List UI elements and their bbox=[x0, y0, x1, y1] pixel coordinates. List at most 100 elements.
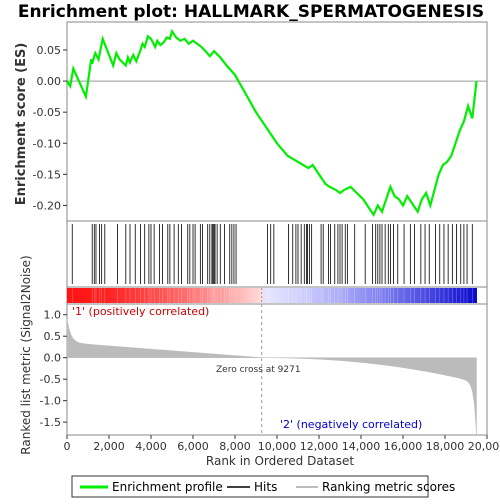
x-tick-label: 10,000 bbox=[258, 440, 297, 453]
gradient-segment bbox=[453, 288, 456, 303]
zero-cross-label: Zero cross at 9271 bbox=[216, 365, 301, 375]
gradient-segment bbox=[281, 288, 284, 303]
gradient-segment bbox=[263, 288, 266, 303]
positive-correlation-label: '1' (positively correlated) bbox=[72, 305, 209, 318]
gradient-segment bbox=[149, 288, 152, 303]
gradient-segment bbox=[73, 288, 76, 303]
x-tick-label: 12,000 bbox=[300, 440, 339, 453]
es-ylabel: Enrichment score (ES) bbox=[14, 43, 29, 206]
legend-label-ranking: Ranking metric scores bbox=[322, 480, 455, 494]
gradient-segment bbox=[386, 288, 389, 303]
gradient-segment bbox=[164, 288, 167, 303]
gradient-segment bbox=[196, 288, 199, 303]
correlation-gradient-bar bbox=[67, 288, 477, 303]
gradient-segment bbox=[76, 288, 79, 303]
gradient-segment bbox=[354, 288, 357, 303]
gradient-segment bbox=[278, 288, 281, 303]
gradient-segment bbox=[365, 288, 368, 303]
rank-ytick-label: 0.5 bbox=[44, 330, 62, 343]
x-tick-label: 6,000 bbox=[177, 440, 209, 453]
gradient-segment bbox=[105, 288, 108, 303]
rank-ytick-label: -1.0 bbox=[40, 395, 61, 408]
gradient-segment bbox=[123, 288, 126, 303]
gradient-segment bbox=[245, 288, 248, 303]
gradient-segment bbox=[400, 288, 403, 303]
gradient-segment bbox=[202, 288, 205, 303]
gradient-segment bbox=[96, 288, 99, 303]
gradient-segment bbox=[447, 288, 450, 303]
gradient-segment bbox=[371, 288, 374, 303]
gradient-segment bbox=[468, 288, 471, 303]
rank-ytick-label: 0.0 bbox=[44, 352, 62, 365]
es-ytick-label: -0.05 bbox=[33, 106, 61, 119]
rank-ylabel: Ranked list metric (Signal2Noise) bbox=[19, 255, 33, 454]
gradient-segment bbox=[406, 288, 409, 303]
gradient-segment bbox=[444, 288, 447, 303]
gradient-segment bbox=[67, 288, 70, 303]
gradient-segment bbox=[131, 288, 134, 303]
gradient-segment bbox=[79, 288, 82, 303]
gradient-segment bbox=[166, 288, 169, 303]
gradient-segment bbox=[70, 288, 73, 303]
gradient-segment bbox=[111, 288, 114, 303]
gradient-segment bbox=[360, 288, 363, 303]
rank-ytick-label: -1.5 bbox=[40, 416, 61, 429]
gradient-segment bbox=[254, 288, 257, 303]
gradient-segment bbox=[240, 288, 243, 303]
es-ytick-label: -0.10 bbox=[33, 137, 61, 150]
gradient-segment bbox=[383, 288, 386, 303]
es-ytick-label: 0.05 bbox=[37, 44, 62, 57]
gradient-segment bbox=[313, 288, 316, 303]
gradient-segment bbox=[324, 288, 327, 303]
gradient-segment bbox=[216, 288, 219, 303]
gradient-segment bbox=[415, 288, 418, 303]
gradient-segment bbox=[465, 288, 468, 303]
gradient-segment bbox=[474, 288, 477, 303]
gradient-segment bbox=[342, 288, 345, 303]
gradient-segment bbox=[219, 288, 222, 303]
chart-title: Enrichment plot: HALLMARK_SPERMATOGENESI… bbox=[18, 2, 484, 22]
rank-ytick-label: -0.5 bbox=[40, 373, 61, 386]
gradient-segment bbox=[137, 288, 140, 303]
gradient-segment bbox=[409, 288, 412, 303]
x-tick-label: 18,000 bbox=[426, 440, 465, 453]
legend-label-enrichment: Enrichment profile bbox=[112, 480, 223, 494]
x-tick-label: 20,000 bbox=[468, 440, 500, 453]
gradient-segment bbox=[316, 288, 319, 303]
gradient-segment bbox=[436, 288, 439, 303]
gradient-segment bbox=[450, 288, 453, 303]
gradient-segment bbox=[272, 288, 275, 303]
gradient-segment bbox=[319, 288, 322, 303]
gradient-segment bbox=[82, 288, 85, 303]
gradient-segment bbox=[204, 288, 207, 303]
gradient-segment bbox=[301, 288, 304, 303]
gradient-segment bbox=[120, 288, 123, 303]
gradient-segment bbox=[283, 288, 286, 303]
gradient-segment bbox=[351, 288, 354, 303]
gradient-segment bbox=[438, 288, 441, 303]
rank-ytick-label: 1.0 bbox=[44, 309, 62, 322]
gradient-segment bbox=[222, 288, 225, 303]
x-axis-label: Rank in Ordered Dataset bbox=[206, 454, 354, 468]
gradient-segment bbox=[152, 288, 155, 303]
gradient-segment bbox=[424, 288, 427, 303]
gradient-segment bbox=[286, 288, 289, 303]
gradient-segment bbox=[427, 288, 430, 303]
x-tick-label: 4,000 bbox=[135, 440, 167, 453]
gradient-segment bbox=[243, 288, 246, 303]
gradient-segment bbox=[275, 288, 278, 303]
es-ytick-label: -0.15 bbox=[33, 168, 61, 181]
gradient-segment bbox=[430, 288, 433, 303]
gradient-segment bbox=[441, 288, 444, 303]
gradient-segment bbox=[357, 288, 360, 303]
es-ytick-label: 0.00 bbox=[37, 75, 62, 88]
es-ytick-label: -0.20 bbox=[33, 199, 61, 212]
gradient-segment bbox=[327, 288, 330, 303]
x-tick-label: 2,000 bbox=[93, 440, 125, 453]
x-tick-label: 0 bbox=[64, 440, 71, 453]
gradient-segment bbox=[237, 288, 240, 303]
gradient-segment bbox=[114, 288, 117, 303]
gradient-segment bbox=[251, 288, 254, 303]
gradient-segment bbox=[248, 288, 251, 303]
